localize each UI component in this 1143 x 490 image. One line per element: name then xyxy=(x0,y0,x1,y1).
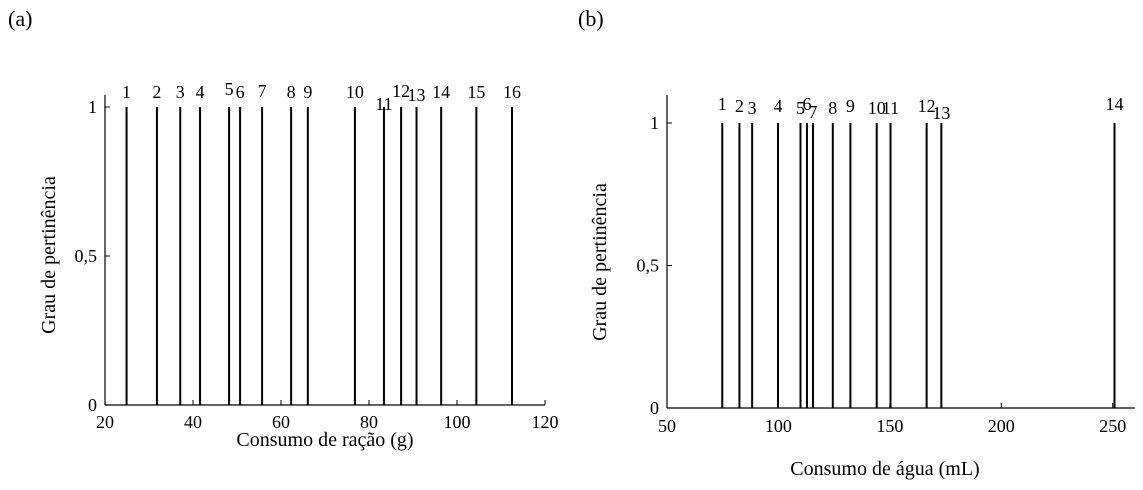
bar-group xyxy=(125,107,513,405)
y-axis-title: Grau de pertinência xyxy=(38,176,60,334)
panel-a-letter: (a) xyxy=(8,6,32,31)
bar-label: 6 xyxy=(236,82,245,102)
x-tick-group: 20 40 60 80 100 120 xyxy=(96,400,559,432)
bar-label: 4 xyxy=(773,96,782,116)
bar-label: 14 xyxy=(432,82,450,102)
bar-label: 12 xyxy=(918,96,936,116)
bar-label: 15 xyxy=(467,82,485,102)
chart-panel-a: (a) Consumo de ração (g) Grau de pertinê… xyxy=(8,6,559,451)
bar-label: 10 xyxy=(346,82,364,102)
bar-label: 9 xyxy=(846,96,855,116)
y-tick-label: 0 xyxy=(650,398,659,418)
y-tick-label: 0 xyxy=(88,395,97,415)
bar-label: 10 xyxy=(868,98,886,118)
y-axis-title: Grau de pertinência xyxy=(589,183,611,341)
y-tick-label: 1 xyxy=(88,97,97,117)
x-axis-title: Consumo de água (mL) xyxy=(790,458,979,480)
x-tick-label: 40 xyxy=(184,412,202,432)
bar-label: 6 xyxy=(802,94,811,114)
bar-label: 12 xyxy=(392,81,410,101)
bar-label: 1 xyxy=(122,82,131,102)
x-tick-group: 50 100 150 200 250 xyxy=(658,403,1126,436)
x-tick-label: 250 xyxy=(1099,416,1126,436)
x-tick-label: 60 xyxy=(272,412,290,432)
x-tick-label: 200 xyxy=(988,416,1015,436)
x-axis-title: Consumo de ração (g) xyxy=(236,429,413,451)
x-tick-label: 80 xyxy=(360,412,378,432)
bar-label: 7 xyxy=(258,81,267,101)
bar-label: 11 xyxy=(882,98,899,118)
y-tick-group: 00,51 xyxy=(75,97,110,415)
bar-label: 2 xyxy=(735,96,744,116)
bar-label: 13 xyxy=(932,103,950,123)
y-tick-label: 0,5 xyxy=(637,256,660,276)
bar-label: 4 xyxy=(196,82,205,102)
bar-label: 16 xyxy=(503,82,521,102)
x-tick-label: 100 xyxy=(765,416,792,436)
bar-label: 3 xyxy=(748,98,757,118)
bar-label: 9 xyxy=(303,82,312,102)
y-tick-group: 00,51 xyxy=(637,113,672,418)
bar-label: 8 xyxy=(828,98,837,118)
bar-label: 11 xyxy=(375,94,392,114)
bar-group xyxy=(721,123,1116,408)
y-tick-label: 1 xyxy=(650,113,659,133)
x-tick-label: 50 xyxy=(658,416,676,436)
bar-label: 13 xyxy=(408,85,426,105)
bar-label: 1 xyxy=(718,94,727,114)
x-tick-label: 100 xyxy=(444,412,471,432)
bar-label: 5 xyxy=(796,98,805,118)
bar-label: 2 xyxy=(152,82,161,102)
bar-label: 14 xyxy=(1105,94,1123,114)
bar-label: 7 xyxy=(808,102,817,122)
y-tick-label: 0,5 xyxy=(75,246,98,266)
x-tick-label: 150 xyxy=(876,416,903,436)
chart-panel-b: (b) Consumo de água (mL) Grau de pertinê… xyxy=(578,6,1135,480)
bar-label: 5 xyxy=(225,79,234,99)
x-tick-label: 20 xyxy=(96,412,114,432)
bar-label: 8 xyxy=(287,82,296,102)
x-tick-label: 120 xyxy=(532,412,559,432)
bar-label: 3 xyxy=(176,82,185,102)
panel-b-letter: (b) xyxy=(578,6,604,31)
